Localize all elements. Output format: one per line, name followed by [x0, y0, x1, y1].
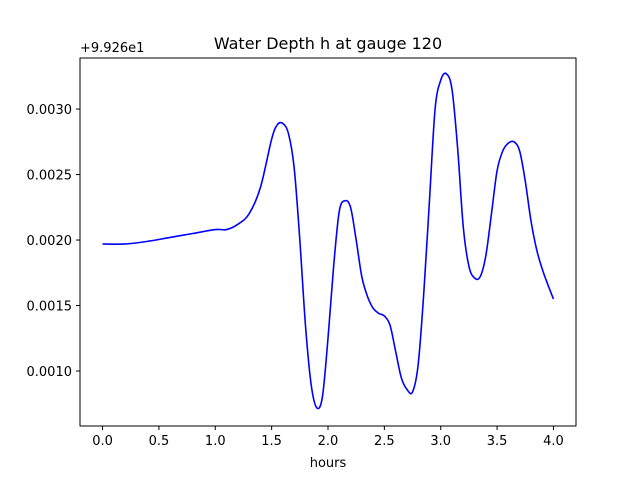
y-tick-label: 0.0020 [27, 234, 73, 249]
series-line-0 [102, 72, 555, 410]
y-tick-label: 0.0010 [27, 365, 73, 380]
x-tick-label: 1.5 [261, 434, 282, 449]
x-tick-label: 3.5 [487, 434, 508, 449]
x-tick-label: 0.0 [92, 434, 113, 449]
x-tick-label: 2.5 [374, 434, 395, 449]
x-tick-label: 2.0 [318, 434, 339, 449]
plot-area: 0.0 0.5 1.0 1.5 2.0 2.5 3.0 3.5 4.0 0.0010 0.0015 0… [27, 57, 577, 449]
x-tick-label: 4.0 [543, 434, 564, 449]
x-tick-label: 3.0 [430, 434, 451, 449]
x-axis-label: hours [310, 456, 347, 471]
x-tick-label: 1.0 [205, 434, 226, 449]
y-tick-label: 0.0015 [27, 300, 73, 315]
x-tick-label: 0.5 [149, 434, 170, 449]
y-tick-label: 0.0025 [27, 169, 73, 184]
y-tick-label: 0.0030 [27, 103, 73, 118]
chart-title: Water Depth h at gauge 120 [214, 34, 442, 53]
y-axis-offset-label: +9.926e1 [80, 41, 144, 56]
